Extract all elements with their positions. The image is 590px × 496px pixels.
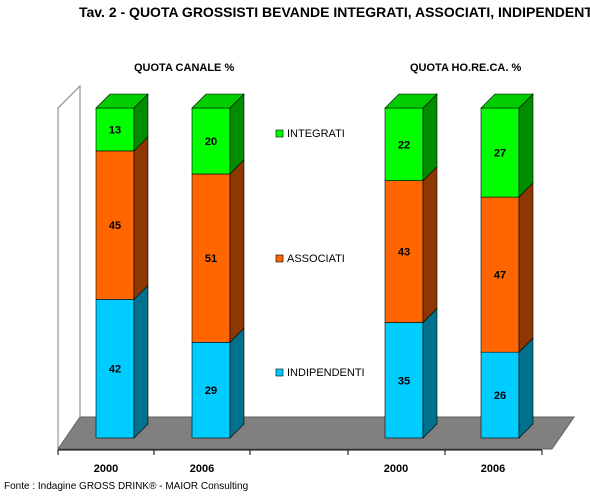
source-note: Fonte : Indagine GROSS DRINK® - MAIOR Co… bbox=[4, 481, 248, 492]
x-tick-label-1: 2006 bbox=[190, 463, 214, 475]
plot-floor bbox=[57, 416, 575, 450]
bar-side-integrati-2 bbox=[422, 93, 438, 182]
bar-associati-3 bbox=[480, 196, 520, 353]
data-label-indipendenti-1: 29 bbox=[205, 385, 217, 397]
chart-title: Tav. 2 - QUOTA GROSSISTI BEVANDE INTEGRA… bbox=[79, 4, 590, 20]
bar-side-associati-3 bbox=[518, 182, 534, 353]
bar-indipendenti-2 bbox=[384, 322, 424, 439]
x-tick-label-3: 2006 bbox=[481, 463, 505, 475]
bar-integrati-3 bbox=[480, 107, 520, 198]
data-label-integrati-1: 20 bbox=[205, 136, 217, 148]
bar-indipendenti-0 bbox=[95, 299, 135, 439]
data-label-associati-3: 47 bbox=[494, 270, 506, 282]
legend-swatch-associati bbox=[275, 254, 284, 263]
data-label-integrati-3: 27 bbox=[494, 148, 506, 160]
bar-side-indipendenti-1 bbox=[229, 327, 245, 439]
x-tick-label-2: 2000 bbox=[384, 463, 408, 475]
data-label-integrati-0: 13 bbox=[109, 124, 121, 136]
bar-indipendenti-3 bbox=[480, 351, 520, 439]
group-label-horeca: QUOTA HO.RE.CA. % bbox=[410, 62, 521, 74]
group-label-canale: QUOTA CANALE % bbox=[134, 62, 234, 74]
plot-wall bbox=[57, 84, 81, 449]
bar-side-indipendenti-0 bbox=[133, 284, 149, 439]
data-label-indipendenti-2: 35 bbox=[398, 375, 410, 387]
bar-associati-0 bbox=[95, 150, 135, 300]
data-label-associati-2: 43 bbox=[398, 247, 410, 259]
legend-label-indipendenti: INDIPENDENTI bbox=[287, 367, 365, 379]
data-label-indipendenti-0: 42 bbox=[109, 364, 121, 376]
bar-side-integrati-3 bbox=[518, 93, 534, 198]
bar-side-indipendenti-3 bbox=[518, 337, 534, 439]
bar-side-associati-0 bbox=[133, 136, 149, 301]
bar-integrati-2 bbox=[384, 107, 424, 181]
bar-associati-2 bbox=[384, 180, 424, 323]
legend-swatch-integrati bbox=[275, 129, 284, 138]
x-tick-labels: 2000 2006 2000 2006 bbox=[94, 463, 505, 475]
legend-label-associati: ASSOCIATI bbox=[287, 253, 345, 265]
bar-side-associati-1 bbox=[229, 159, 245, 344]
data-label-associati-0: 45 bbox=[109, 220, 121, 232]
x-tick-label-0: 2000 bbox=[94, 463, 118, 475]
legend-label-integrati: INTEGRATI bbox=[287, 128, 345, 140]
bars: 42 45 13 29 51 20 35 43 22 26 47 27 bbox=[95, 93, 534, 439]
bar-side-indipendenti-2 bbox=[422, 307, 438, 439]
bar-top-1 bbox=[191, 93, 245, 109]
legend-swatch-indipendenti bbox=[275, 368, 284, 377]
bar-top-2 bbox=[384, 93, 438, 109]
data-label-associati-1: 51 bbox=[205, 253, 217, 265]
bar-side-associati-2 bbox=[422, 165, 438, 324]
bar-top-3 bbox=[480, 93, 534, 109]
bar-integrati-0 bbox=[95, 107, 135, 152]
data-label-integrati-2: 22 bbox=[398, 139, 410, 151]
legend: INDIPENDENTI ASSOCIATI INTEGRATI bbox=[275, 128, 365, 379]
bar-top-0 bbox=[95, 93, 149, 109]
data-label-indipendenti-3: 26 bbox=[494, 390, 506, 402]
